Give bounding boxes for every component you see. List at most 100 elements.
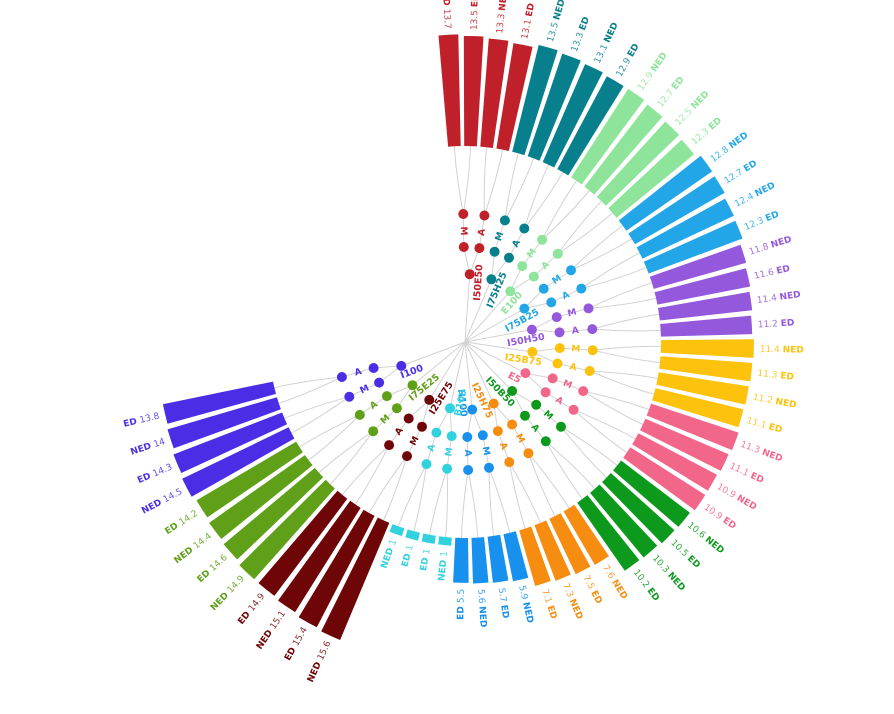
bar-type: NED bbox=[437, 556, 449, 581]
link-line bbox=[593, 346, 661, 350]
bar-value: 14.5 bbox=[162, 487, 184, 505]
bar-label: NED 15.6 bbox=[306, 639, 334, 684]
bar-label: 11.1 ED bbox=[728, 461, 765, 485]
bar-label: 12.8 NED bbox=[709, 130, 750, 164]
bar-value: 5.7 bbox=[496, 587, 508, 605]
bar-label: 11.2 NED bbox=[752, 392, 797, 410]
node-label: A bbox=[426, 443, 438, 453]
bar-label: 13.5 ED bbox=[469, 0, 480, 30]
bar-label: 11.4 NED bbox=[760, 344, 804, 355]
bar-label: NED 14.4 bbox=[172, 531, 214, 566]
bar-label: 10.9 NED bbox=[715, 482, 758, 512]
bar bbox=[661, 339, 754, 358]
link-line bbox=[592, 329, 660, 331]
bar-value: 15.1 bbox=[268, 609, 288, 631]
link-line bbox=[592, 314, 659, 329]
bar-label: 7.1 ED bbox=[540, 588, 559, 620]
fuel-label: I50H50 bbox=[506, 331, 546, 349]
bar-type: ED bbox=[578, 16, 592, 32]
node-dot bbox=[478, 430, 488, 440]
link-line bbox=[528, 453, 555, 516]
bar bbox=[464, 36, 484, 146]
bar-type: ED bbox=[589, 589, 604, 606]
bar-type: NED bbox=[649, 51, 669, 74]
link-line bbox=[446, 469, 448, 537]
bar-type: NED bbox=[761, 447, 784, 464]
bar-type: NED bbox=[783, 345, 804, 355]
bar-label: NED 15.1 bbox=[255, 609, 288, 651]
link-line bbox=[285, 397, 350, 419]
link-line bbox=[369, 456, 407, 513]
bar-type: ED bbox=[456, 603, 466, 620]
link-line bbox=[484, 150, 502, 216]
bar-type: ED bbox=[780, 318, 794, 329]
bar-type: NED bbox=[552, 0, 567, 21]
node-dot bbox=[555, 343, 565, 353]
bar-type: ED bbox=[626, 42, 641, 59]
node-dot bbox=[587, 324, 597, 334]
bar-value: 15.4 bbox=[291, 625, 310, 648]
node-dot bbox=[484, 463, 494, 473]
bar-value: 13.1 bbox=[520, 16, 534, 40]
node-dot bbox=[556, 422, 566, 432]
bar-type: ED bbox=[768, 422, 784, 435]
node-label: M bbox=[480, 446, 492, 457]
bar-type: NED bbox=[775, 397, 798, 411]
bar-label: 13.1 ED bbox=[520, 2, 537, 40]
node-dot bbox=[546, 297, 556, 307]
node-dot bbox=[539, 284, 549, 294]
node-label: A bbox=[354, 367, 363, 379]
node-label: M bbox=[359, 383, 371, 396]
bar-type: NED bbox=[689, 89, 711, 111]
bar-type: ED bbox=[545, 604, 559, 620]
bar-type: NED bbox=[306, 658, 325, 684]
bar-type: NED bbox=[703, 535, 726, 556]
bar-value: 14.6 bbox=[208, 552, 230, 573]
link-line bbox=[398, 464, 426, 526]
bar-type: NED bbox=[753, 180, 776, 199]
node-label: A bbox=[571, 326, 579, 337]
link-line bbox=[524, 165, 548, 229]
node-label: M bbox=[458, 226, 468, 235]
bar bbox=[453, 538, 469, 583]
bar-type: ED bbox=[470, 0, 480, 7]
bar-type: NED bbox=[602, 21, 620, 44]
fuel-label: E5 bbox=[506, 370, 523, 386]
bar-type: NED bbox=[735, 493, 758, 512]
bar-value: 11.1 bbox=[745, 416, 770, 432]
node-dot bbox=[588, 345, 598, 355]
bar-value: 14.9 bbox=[225, 574, 246, 596]
link-line bbox=[484, 147, 486, 215]
bar-value: 14.4 bbox=[192, 531, 214, 551]
node-dot bbox=[584, 303, 594, 313]
bar-label: 13.5 NED bbox=[546, 0, 568, 43]
link-line bbox=[505, 153, 518, 220]
node-dot bbox=[566, 265, 576, 275]
bar-label: 5.6 NED bbox=[476, 589, 488, 628]
node-dot bbox=[382, 391, 392, 401]
node-dot bbox=[493, 426, 503, 436]
node-label: M bbox=[513, 432, 526, 445]
bar-type: ED bbox=[524, 2, 536, 17]
node-dot bbox=[463, 465, 473, 475]
node-dot bbox=[459, 242, 469, 252]
bar-value: 13.8 bbox=[139, 411, 161, 425]
node-dot bbox=[355, 410, 365, 420]
node-dot bbox=[519, 224, 529, 234]
bar-label: 13.1 NED bbox=[593, 21, 621, 65]
bar-value: 5.6 bbox=[476, 589, 487, 607]
bar-value: 14.2 bbox=[177, 508, 199, 527]
bar-value: 11.8 bbox=[748, 241, 773, 257]
node-label: A bbox=[368, 400, 379, 412]
node-dot bbox=[447, 431, 457, 441]
fuel-label: I50E50 bbox=[472, 264, 486, 302]
bar bbox=[422, 534, 436, 544]
bar-value: 13.3 bbox=[569, 28, 586, 53]
link-line bbox=[574, 410, 636, 439]
bar-type: NED bbox=[770, 234, 793, 250]
node-dot bbox=[504, 253, 514, 263]
node-dot bbox=[507, 420, 517, 430]
node-dot bbox=[479, 211, 489, 221]
fuel-label: I25B75 bbox=[504, 352, 542, 368]
bar-type: NED bbox=[567, 598, 584, 621]
